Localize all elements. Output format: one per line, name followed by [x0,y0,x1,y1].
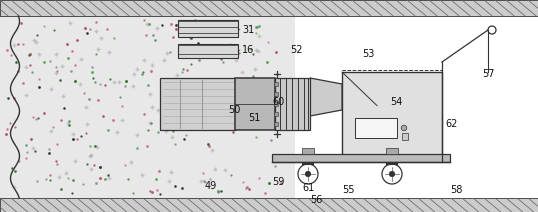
Text: 31: 31 [242,25,254,35]
Text: 55: 55 [342,185,355,195]
Text: 60: 60 [272,97,284,107]
Text: 62: 62 [445,119,457,129]
Bar [178,44,238,58]
Bar [386,148,398,154]
Text: 51: 51 [248,113,260,123]
Circle shape [401,125,407,131]
Bar [342,70,442,162]
Bar [302,148,314,154]
Polygon shape [310,78,342,116]
Bar [0,198,538,212]
Text: 50: 50 [228,105,240,115]
Text: 54: 54 [390,97,402,107]
Text: 57: 57 [482,69,494,79]
Bar [178,20,238,37]
Bar [342,72,442,156]
Circle shape [389,171,395,177]
Text: 61: 61 [302,183,314,193]
Bar [274,92,278,96]
Bar [160,78,235,130]
Bar [272,154,450,162]
Text: 53: 53 [362,49,374,59]
Bar [274,122,278,126]
Text: 58: 58 [450,185,462,195]
Bar [274,102,278,106]
Bar [355,118,397,138]
Text: 16: 16 [242,45,254,55]
Bar [0,0,538,16]
Text: 59: 59 [272,177,285,187]
Bar [275,78,310,130]
Text: 52: 52 [290,45,302,55]
Bar [402,133,408,140]
Bar [274,82,278,86]
Circle shape [305,171,311,177]
Bar [0,16,295,198]
Bar [274,112,278,116]
Text: 49: 49 [205,181,217,191]
Text: 56: 56 [310,195,322,205]
Bar [235,78,275,130]
